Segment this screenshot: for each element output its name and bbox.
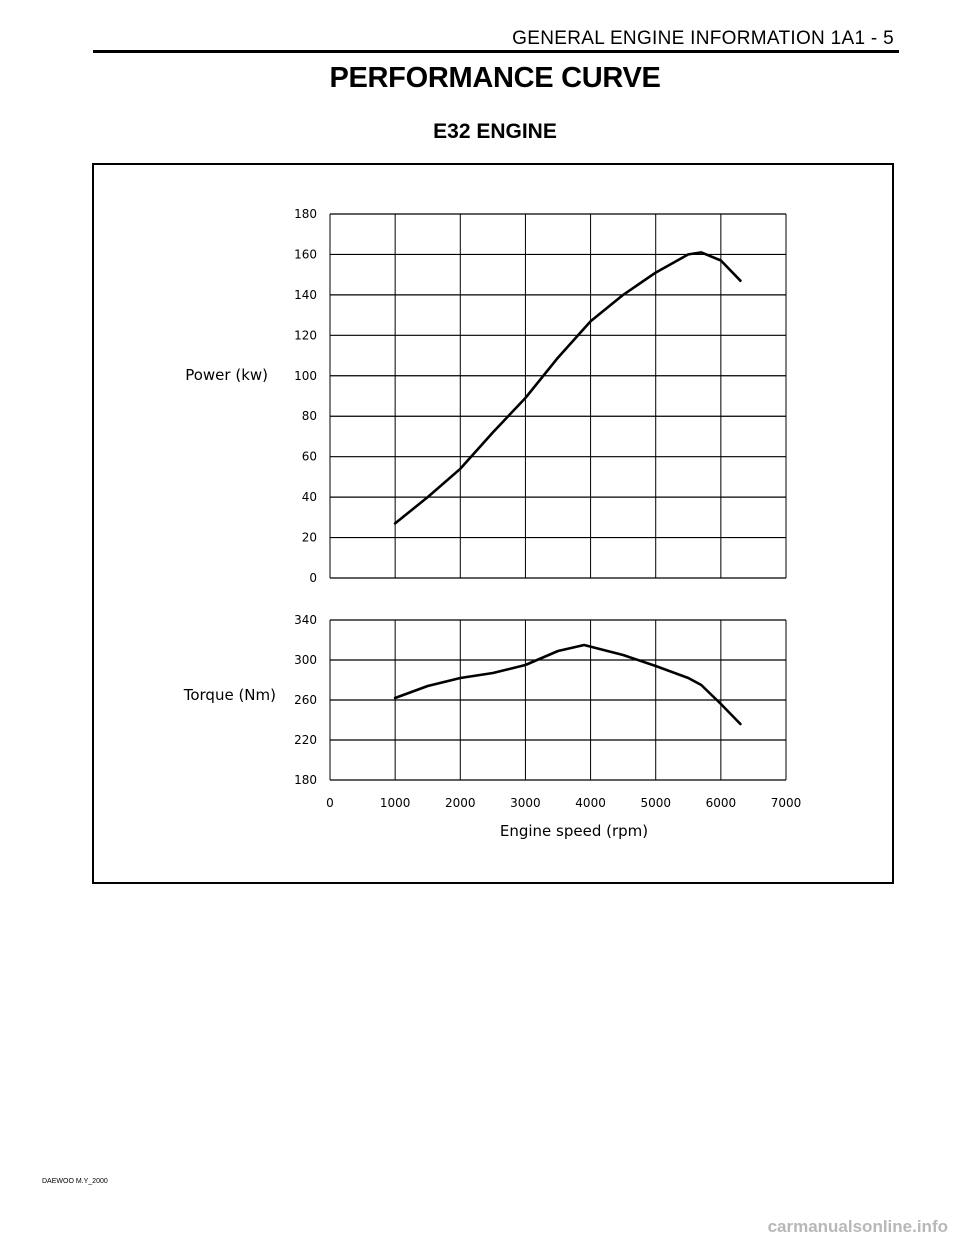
- power-data-point: [655, 272, 657, 274]
- torque-y-tick-label: 220: [294, 733, 317, 747]
- figure-frame: [92, 163, 894, 884]
- torque-y-axis-label: Torque (Nm): [183, 686, 276, 704]
- power-data-point: [739, 280, 742, 282]
- page-header-text: GENERAL ENGINE INFORMATION 1A1 - 5: [512, 28, 894, 49]
- engine-subtitle: E32 ENGINE: [433, 120, 557, 143]
- x-tick-label: 5000: [640, 796, 671, 810]
- power-y-tick-label: 140: [294, 288, 317, 302]
- torque-chart: 180 220 260 300 340 Torque (Nm) 0 1000 2000 3000 4…: [183, 613, 802, 840]
- torque-data-point: [655, 665, 657, 667]
- power-data-point: [622, 294, 624, 296]
- torque-data-point: [557, 650, 559, 652]
- torque-data-point: [583, 644, 585, 646]
- torque-data-point: [687, 677, 689, 679]
- power-y-tick-label: 120: [294, 328, 317, 342]
- torque-data-point: [700, 684, 702, 686]
- power-data-point: [700, 251, 702, 254]
- torque-data-point: [739, 723, 742, 725]
- watermark: carmanualsonline.info: [767, 1217, 948, 1236]
- footer-code: DAEWOO M.Y_2000: [42, 1178, 108, 1185]
- torque-y-tick-label: 300: [294, 653, 317, 667]
- x-tick-label: 3000: [510, 796, 541, 810]
- power-y-tick-label: 80: [302, 409, 317, 423]
- power-y-tick-label: 20: [302, 531, 317, 545]
- power-y-tick-label: 40: [302, 490, 317, 504]
- torque-data-point: [524, 664, 527, 666]
- torque-y-tick-label: 260: [294, 693, 317, 707]
- torque-y-tick-label: 180: [294, 773, 317, 787]
- torque-data-point: [394, 697, 396, 699]
- torque-data-point: [720, 703, 722, 705]
- power-y-tick-label: 180: [294, 207, 317, 221]
- x-tick-label: 7000: [771, 796, 802, 810]
- power-y-tick-label: 100: [294, 369, 317, 383]
- power-y-tick-label: 0: [309, 571, 317, 585]
- torque-data-point: [459, 677, 461, 679]
- power-data-point: [524, 397, 527, 399]
- x-tick-label: 6000: [706, 796, 737, 810]
- power-data-point: [589, 320, 592, 322]
- x-axis-label: Engine speed (rpm): [500, 822, 648, 840]
- power-y-tick-label: 160: [294, 247, 317, 261]
- power-y-tick-label: 60: [302, 450, 317, 464]
- power-data-point: [427, 496, 429, 498]
- header-rule: [93, 50, 899, 53]
- power-curve: [393, 251, 742, 525]
- power-y-axis-label: Power (kw): [185, 366, 268, 384]
- torque-data-point: [492, 672, 494, 674]
- power-data-point: [720, 259, 722, 262]
- torque-y-tick-label: 340: [294, 613, 317, 627]
- power-data-point: [394, 522, 396, 525]
- power-data-point: [557, 356, 559, 359]
- power-data-point: [492, 431, 494, 433]
- torque-data-point: [427, 685, 429, 687]
- torque-data-point: [622, 654, 624, 656]
- page-title: PERFORMANCE CURVE: [329, 62, 661, 94]
- power-data-point: [687, 253, 689, 256]
- x-tick-label: 0: [326, 796, 334, 810]
- x-tick-label: 4000: [575, 796, 606, 810]
- x-tick-label: 1000: [380, 796, 411, 810]
- power-data-point: [459, 468, 461, 470]
- torque-curve: [393, 643, 742, 726]
- x-tick-label: 2000: [445, 796, 476, 810]
- power-chart: 0 20 40 60 80 100 120 140 160 180 Power (kw): [185, 207, 787, 585]
